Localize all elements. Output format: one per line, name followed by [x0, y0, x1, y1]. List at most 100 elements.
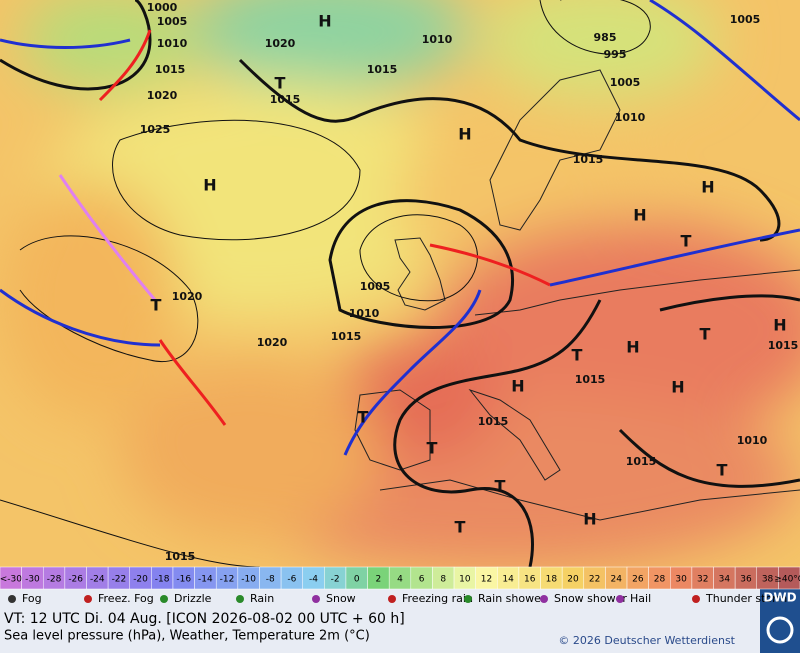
weather-symbol: [84, 595, 92, 603]
weather-symbol: [692, 595, 700, 603]
logo: DWD: [763, 591, 796, 605]
scale-label: 2: [376, 575, 382, 585]
isobar-label: 1015: [575, 373, 606, 386]
pressure-center: T: [717, 461, 728, 480]
legend-item: Rain: [250, 592, 274, 605]
isobar-label: 1015: [478, 415, 509, 428]
isobar-label: 1005: [360, 280, 391, 293]
isobar-label: 1000: [147, 1, 178, 14]
scale-label: -4: [309, 575, 318, 585]
coastlines: [354, 69, 800, 521]
scale-label: 20: [567, 575, 579, 585]
isobar-label: 1015: [768, 339, 799, 352]
scale-label: -8: [266, 575, 275, 585]
pressure-center: H: [633, 206, 646, 225]
scale-label: 4: [397, 575, 403, 585]
pressure-center: T: [495, 477, 506, 496]
scale-label: -10: [241, 575, 256, 585]
weather-symbol: [236, 595, 244, 603]
isobar-label: 1010: [422, 33, 453, 46]
scale-label: 18: [546, 575, 558, 585]
scale-label: -30: [25, 575, 40, 585]
scale-label: -18: [155, 575, 170, 585]
scale-label: -26: [68, 575, 83, 585]
weather-symbol: [464, 595, 472, 603]
scale-label: ≥40°C: [774, 575, 800, 585]
scale-label: 12: [481, 575, 492, 585]
pressure-center: T: [358, 408, 369, 427]
pressure-center: T: [700, 325, 711, 344]
pressure-center: H: [511, 377, 524, 396]
scale-label: 38: [762, 575, 774, 585]
weather-symbol: [388, 595, 396, 603]
isobar-label: 1010: [157, 37, 188, 50]
legend-item: Freez. Fog: [98, 592, 154, 605]
weather-symbol: [8, 595, 16, 603]
legend-item: Thunder storm: [705, 592, 787, 605]
pressure-center: H: [458, 125, 471, 144]
scale-label: 6: [419, 575, 425, 585]
isobar-label: 1015: [270, 93, 301, 106]
isobar-label: 1020: [147, 89, 178, 102]
isobar-label: 1020: [172, 290, 203, 303]
pressure-center: T: [151, 296, 162, 315]
weather-symbol: [540, 595, 548, 603]
copyright: © 2026 Deutscher Wetterdienst: [558, 634, 735, 647]
scale-label: -24: [90, 575, 105, 585]
scale-label: 16: [524, 575, 536, 585]
pressure-center: H: [671, 378, 684, 397]
scale-label: 24: [610, 575, 622, 585]
scale-label: 36: [740, 575, 752, 585]
isobar-label: 1010: [737, 434, 768, 447]
legend-item: Snow: [326, 592, 356, 605]
pressure-center: H: [626, 338, 639, 357]
legend-item: Rain shower: [478, 592, 546, 605]
isobar-label: 1005: [610, 76, 641, 89]
scale-label: -2: [331, 575, 340, 585]
scale-label: -20: [133, 575, 148, 585]
isobar-label: 1010: [615, 111, 646, 124]
scale-label: -6: [287, 575, 296, 585]
weather-symbol: [312, 595, 320, 603]
weather-symbol: [160, 595, 168, 603]
scale-label: -12: [220, 575, 235, 585]
isobar-label: 1015: [165, 550, 196, 563]
temperature-field: [0, 0, 800, 570]
scale-label: 34: [719, 575, 731, 585]
pressure-center: T: [572, 346, 583, 365]
scale-label: 28: [654, 575, 666, 585]
scale-label: 22: [589, 575, 600, 585]
isobar-label: 1015: [573, 153, 604, 166]
scale-label: 8: [440, 575, 446, 585]
isobar-label: 1015: [155, 63, 186, 76]
isobar-label: 1005: [157, 15, 188, 28]
pressure-center: H: [773, 316, 786, 335]
isobar-label: 985: [594, 31, 617, 44]
isobar-label: 1015: [367, 63, 398, 76]
scale-label: <-30: [0, 575, 22, 585]
description: Sea level pressure (hPa), Weather, Tempe…: [4, 629, 370, 644]
weather-symbol: [616, 595, 624, 603]
scale-label: 10: [459, 575, 471, 585]
pressure-center: H: [203, 176, 216, 195]
isobar-label: 1010: [349, 307, 380, 320]
legend-item: Fog: [22, 592, 42, 605]
isobar-label: 995: [604, 48, 627, 61]
scale-label: 26: [632, 575, 644, 585]
pressure-center: H: [701, 178, 714, 197]
legend-item: Freezing rain: [402, 592, 473, 605]
scale-label: -22: [112, 575, 127, 585]
scale-label: -14: [198, 575, 213, 585]
scale-label: -16: [176, 575, 191, 585]
isobars: [0, 0, 800, 568]
isobar-label: 1020: [257, 336, 288, 349]
scale-label: 30: [675, 575, 687, 585]
valid-time: VT: 12 UTC Di. 04 Aug. [ICON 2026-08-02 …: [4, 611, 405, 627]
pressure-center: T: [427, 439, 438, 458]
isobar-label: 1015: [331, 330, 362, 343]
isobar-label: 1020: [265, 37, 296, 50]
legend-item: Snow shower: [554, 592, 627, 605]
legend-item: Drizzle: [174, 592, 212, 605]
